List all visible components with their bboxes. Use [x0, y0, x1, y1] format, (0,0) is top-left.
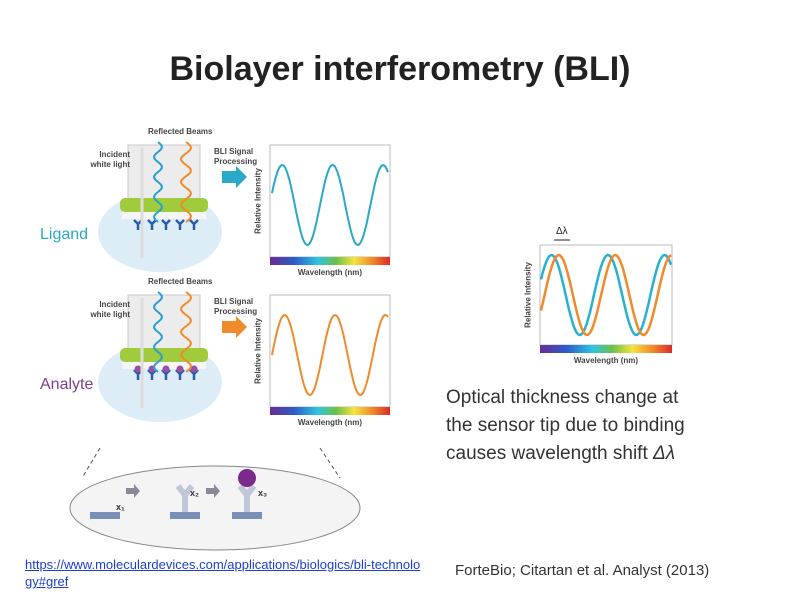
description-line: Optical thickness change at [446, 387, 679, 408]
plot-frame [269, 294, 391, 408]
description: Optical thickness change at the sensor t… [446, 384, 685, 468]
citation: ForteBio; Citartan et al. Analyst (2013) [455, 562, 710, 579]
biocompatible-layer [120, 198, 208, 212]
antibody [161, 219, 171, 230]
analyte [134, 365, 142, 373]
reference-link[interactable]: https://www.moleculardevices.com/applica… [25, 557, 421, 589]
spectrum-bar [270, 407, 390, 415]
antibody [237, 484, 257, 512]
x-axis-label: Wavelength (nm) [297, 268, 363, 277]
antibody [175, 219, 185, 230]
panel-label: Analyte [40, 376, 94, 393]
reference-layer [122, 362, 206, 369]
incident-light-label: Incident white light [90, 300, 130, 319]
thickness-label: x₃ [258, 488, 268, 498]
slide-title: Biolayer interferometry (BLI) [169, 50, 631, 88]
x-axis-label: Wavelength (nm) [297, 418, 363, 427]
analyte [190, 365, 198, 373]
reference-layer [122, 212, 206, 219]
plot-frame [539, 244, 673, 346]
incident-light-label: Incident white light [90, 150, 130, 169]
reflected-beams-label: Reflected Beams [148, 127, 213, 136]
biocompatible-layer [120, 348, 208, 362]
antibody [189, 369, 199, 380]
analyte [176, 365, 184, 373]
spectrum-bar [270, 257, 390, 265]
step-arrow [126, 484, 140, 498]
antibody [189, 219, 199, 230]
shift-symbol: Δλ [653, 443, 676, 464]
spectrum-curve [539, 253, 672, 337]
reflected-beams-label: Reflected Beams [148, 277, 213, 286]
x-axis-label: Wavelength (nm) [573, 356, 639, 365]
zoom-line [319, 447, 341, 479]
analyte [162, 365, 170, 373]
y-axis-label: Relative Intensity [253, 318, 263, 384]
processing-label: BLI Signal Processing [214, 147, 258, 166]
processing-label: BLI Signal Processing [214, 297, 258, 316]
panel-label: Ligand [40, 226, 89, 243]
light-beam [179, 141, 193, 223]
sensor-surface [90, 512, 120, 519]
description-line: causes wavelength shift Δλ [446, 440, 685, 468]
processing-arrow [222, 316, 247, 338]
analyte [238, 469, 256, 487]
step-arrow [206, 484, 220, 498]
y-axis-label: Relative Intensity [523, 262, 533, 328]
spectrum-bar [540, 345, 672, 353]
antibody [175, 369, 185, 380]
light-beam [153, 141, 163, 223]
shift-label: Δλ [556, 226, 568, 237]
description-line: the sensor tip due to binding [446, 415, 685, 436]
light-beam [179, 291, 193, 373]
spectrum-curve [271, 163, 389, 247]
thickness-label: x₁ [116, 502, 125, 512]
description-text: causes wavelength shift [446, 443, 648, 464]
light-beam [153, 291, 163, 373]
antibody [161, 369, 171, 380]
sensor-surface [232, 512, 262, 519]
zoom-field [69, 465, 361, 551]
zoom-line [81, 447, 101, 479]
spectrum-curve [539, 253, 673, 337]
antibody [175, 484, 195, 512]
y-axis-label: Relative Intensity [253, 168, 263, 234]
thickness-label: x₂ [190, 488, 200, 498]
sensor-surface [170, 512, 200, 519]
spectrum-curve [271, 313, 389, 397]
processing-arrow [222, 166, 247, 188]
